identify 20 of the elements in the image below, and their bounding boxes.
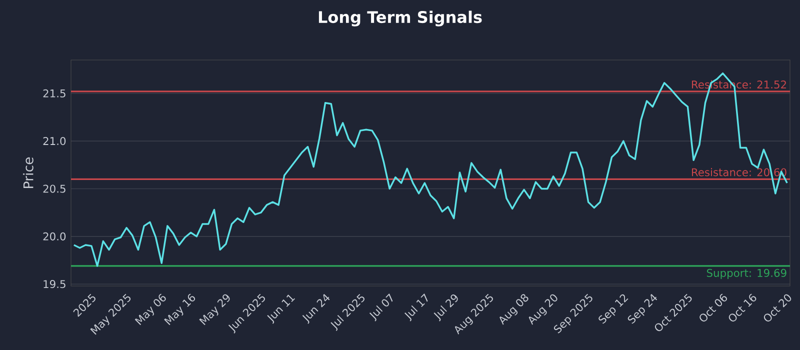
x-tick-label: Jul 17 <box>404 294 428 322</box>
x-tick-label: Sep 24 <box>628 294 658 324</box>
x-tick-label: Aug 20 <box>528 294 558 325</box>
x-tick-label: Sep 12 <box>598 294 628 324</box>
x-tick-label: Jul 07 <box>369 294 393 322</box>
y-tick-label: 21.0 <box>43 137 66 146</box>
x-tick-label: Oct 20 <box>764 294 792 322</box>
y-tick-label: 21.5 <box>43 89 66 98</box>
x-tick-label: Oct 06 <box>700 294 727 322</box>
x-tick-label: Jun 24 <box>302 294 330 324</box>
x-tick-label: Oct 16 <box>728 294 756 322</box>
ref-line-label: Support: 19.69 <box>706 268 786 280</box>
x-tick-label: Aug 08 <box>500 294 528 325</box>
chart-title: Long Term Signals <box>318 10 482 26</box>
y-tick-label: 20.5 <box>43 184 66 193</box>
y-tick-label: 19.5 <box>44 280 66 288</box>
y-tick-label: 20.0 <box>43 232 66 240</box>
y-axis-title: Price <box>23 157 34 188</box>
x-tick-label: Jun 11 <box>267 294 296 324</box>
x-tick-label: Jul 29 <box>434 294 458 322</box>
